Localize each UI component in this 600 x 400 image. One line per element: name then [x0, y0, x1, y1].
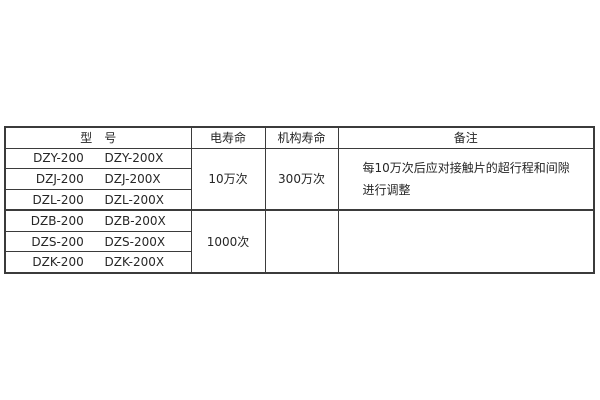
- model-label: DZJ-200X: [104, 172, 161, 187]
- model-label: DZL-200X: [104, 192, 164, 207]
- header-mechanical-life: 机构寿命: [264, 126, 339, 149]
- model-label: DZK-200: [32, 255, 84, 270]
- table-row-dzl: DZL-200 DZL-200X: [4, 189, 594, 212]
- mechanical-life-cell-group1: 300万次: [264, 147, 339, 212]
- model-cell-dzk: DZK-200 DZK-200X: [4, 251, 192, 274]
- model-label: DZJ-200: [35, 172, 84, 187]
- remarks-line-1: 每10万次后应对接触片的超行程和间隙: [362, 160, 570, 175]
- table-row-dzj: DZJ-200 DZJ-200X: [4, 168, 594, 191]
- relay-life-spec-table: 型 号 电寿命 机构寿命 备注 DZY-200 DZY-200X 10万次 30…: [4, 126, 595, 274]
- model-cell-dzl: DZL-200 DZL-200X: [4, 189, 192, 212]
- model-cell-dzb: DZB-200 DZB-200X: [4, 209, 192, 232]
- model-label: DZK-200X: [104, 255, 165, 270]
- model-label: DZB-200: [30, 214, 84, 229]
- remarks-cell-group1: 每10万次后应对接触片的超行程和间隙 进行调整: [337, 147, 595, 212]
- table-row-dzb: DZB-200 DZB-200X 1000次: [4, 209, 595, 274]
- model-label: DZS-200X: [104, 234, 166, 249]
- table-row-dzy: DZY-200 DZY-200X 10万次 300万次 每10万次后应对接触片的…: [4, 147, 595, 212]
- header-model: 型 号: [4, 126, 192, 149]
- model-cell-dzy: DZY-200 DZY-200X: [4, 147, 192, 170]
- model-label: DZL-200: [32, 192, 84, 207]
- model-cell-dzs: DZS-200 DZS-200X: [4, 230, 192, 253]
- model-label: DZY-200X: [104, 151, 164, 166]
- remarks-line-2: 进行调整: [362, 182, 411, 197]
- electrical-life-cell-group1: 10万次: [190, 147, 266, 212]
- electrical-life-cell-group2: 1000次: [190, 209, 266, 274]
- model-label: DZY-200: [33, 151, 84, 166]
- header-row: 型 号 电寿命 机构寿命 备注: [4, 126, 595, 149]
- model-cell-dzj: DZJ-200 DZJ-200X: [4, 168, 192, 191]
- table-row-dzk: DZK-200 DZK-200X: [4, 251, 594, 274]
- remarks-cell-group2: [337, 209, 595, 274]
- mechanical-life-cell-group2: [264, 209, 339, 274]
- model-label: DZB-200X: [104, 214, 166, 229]
- header-electrical-life: 电寿命: [190, 126, 266, 149]
- header-remarks: 备注: [337, 126, 595, 149]
- model-label: DZS-200: [31, 234, 84, 249]
